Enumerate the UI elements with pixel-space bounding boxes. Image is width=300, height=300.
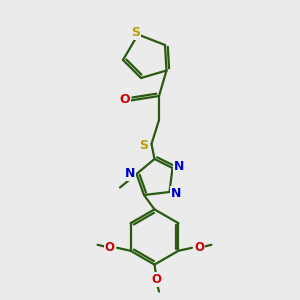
Text: S: S [131,26,140,39]
Text: N: N [125,167,135,180]
Text: S: S [140,139,148,152]
Text: N: N [174,160,184,173]
Text: O: O [194,241,204,254]
Text: N: N [171,187,181,200]
Text: O: O [151,273,161,286]
Text: O: O [120,93,130,106]
Text: O: O [105,241,115,254]
